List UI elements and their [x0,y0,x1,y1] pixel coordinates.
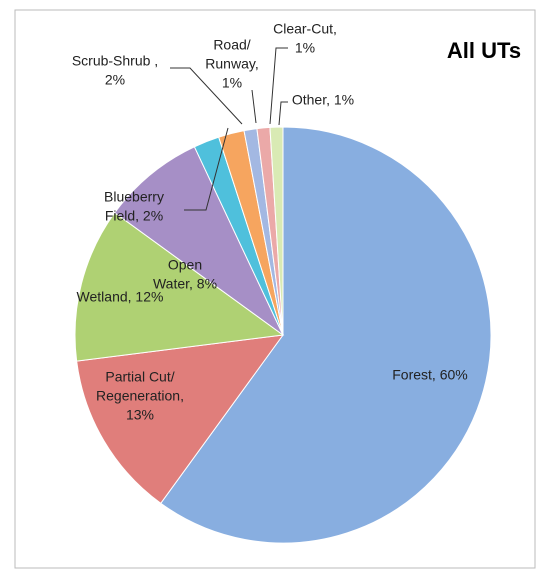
data-label: Partial Cut/ [105,369,174,385]
pie-slice [76,334,285,504]
leader-line [278,101,288,126]
data-label: Field, 2% [105,208,163,224]
leader-line [184,127,229,211]
leader-line [269,47,288,125]
data-label: Water, 8% [153,276,217,292]
leader-line [251,89,257,124]
data-label: 1% [222,75,242,91]
chart-title: All UTs [447,38,521,63]
data-label: Open [168,257,202,273]
data-label: Regeneration, [96,388,184,404]
pie-slice [114,146,284,336]
pie-slice [74,212,285,362]
data-label: Wetland, 12% [77,289,164,305]
data-label: Blueberry [104,189,164,205]
data-label: Clear-Cut, [273,21,337,37]
data-label: 2% [105,72,125,88]
data-label: Forest, 60% [392,367,467,383]
data-label: Scrub-Shrub , [72,53,158,69]
data-label: 1% [295,40,315,56]
data-label: Runway, [205,56,258,72]
slices [74,126,492,544]
data-label: Road/ [213,37,250,53]
leader-line [170,67,243,125]
pie-slice [269,126,284,336]
pie-slice [160,126,492,544]
data-label: Other, 1% [292,92,354,108]
data-label: 13% [126,407,154,423]
leader-lines [170,47,288,211]
